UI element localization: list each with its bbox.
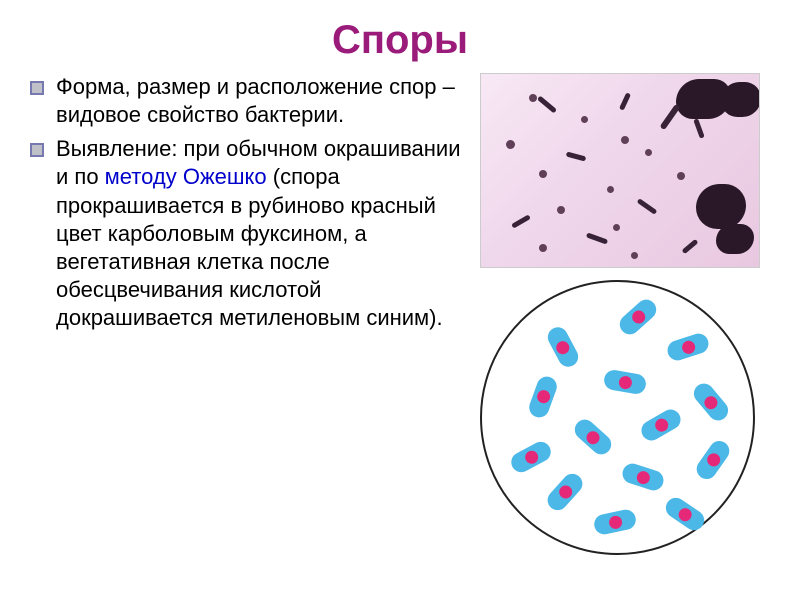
stain-diagram [480,280,755,555]
bacterium-cell [693,437,733,483]
microscopy-image [480,73,760,268]
microscopy-spore [539,244,547,252]
square-bullet-icon [30,81,44,95]
bacterium-cell [526,374,559,420]
bullet-text: Форма, размер и расположение спор – видо… [56,73,465,129]
microscopy-rod [660,104,681,130]
microscopy-cluster [716,224,754,254]
microscopy-rod [537,96,557,114]
microscopy-spore [607,186,614,193]
bacterium-cell [620,461,666,493]
bullet-item: Форма, размер и расположение спор – видо… [30,73,465,129]
microscopy-cluster [696,184,746,229]
square-bullet-icon [30,143,44,157]
microscopy-rod [681,239,698,254]
page-title: Споры [0,0,800,73]
microscopy-spore [631,252,638,259]
bullet-item: Выявление: при обычном окрашивании и по … [30,135,465,332]
microscopy-spore [529,94,537,102]
bacterium-cell [690,379,732,424]
text-column: Форма, размер и расположение спор – видо… [30,73,480,555]
content-row: Форма, размер и расположение спор – видо… [0,73,800,555]
bullet-highlight: методу Ожешко [105,164,267,189]
bacterium-cell [662,494,708,534]
microscopy-rod [566,151,587,161]
bacterium-cell [544,470,587,515]
bacterium-cell [616,296,661,339]
bacterium-cell [665,331,711,363]
microscopy-cluster [721,82,760,117]
microscopy-rod [511,214,531,228]
microscopy-spore [677,172,685,180]
microscopy-spore [613,224,620,231]
microscopy-rod [619,92,631,110]
bacterium-cell [571,416,616,459]
microscopy-spore [539,170,547,178]
microscopy-spore [581,116,588,123]
microscopy-spore [645,149,652,156]
microscopy-spore [506,140,515,149]
bacterium-cell [544,324,581,370]
bacterium-cell [592,508,637,536]
bacterium-cell [508,438,554,475]
microscopy-rod [586,232,608,244]
image-column [480,73,765,555]
bacterium-cell [638,406,684,444]
microscopy-rod [693,118,705,139]
bullet-text: Выявление: при обычном окрашивании и по … [56,135,465,332]
microscopy-rod [637,198,658,215]
microscopy-spore [557,206,565,214]
bacterium-cell [603,369,648,396]
microscopy-spore [621,136,629,144]
